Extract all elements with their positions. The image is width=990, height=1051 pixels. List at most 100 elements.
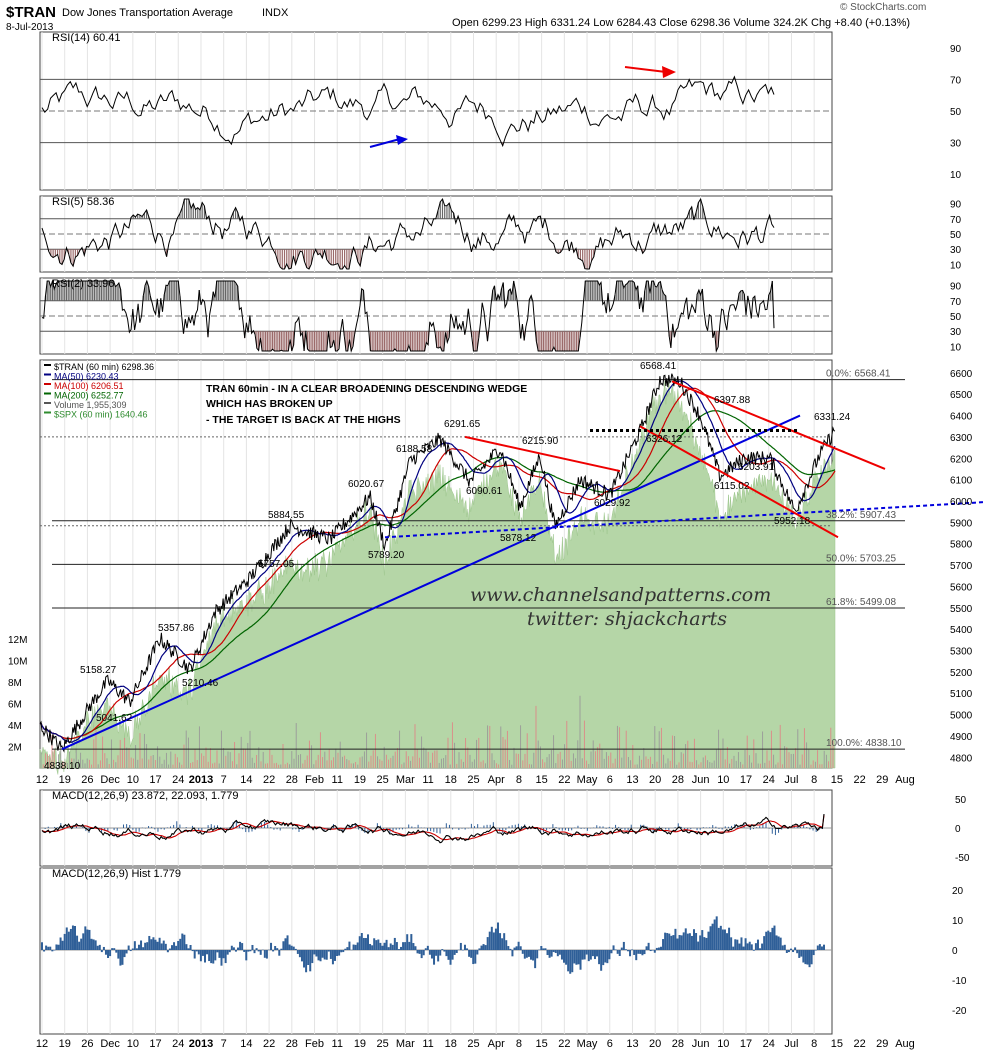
- price-y-tick: 5700: [950, 561, 973, 572]
- x-tick-label-top: 28: [286, 774, 298, 786]
- fib-levels: 0.0%: 6568.41 38.2%: 5907.43 50.0%: 5703.2…: [40, 369, 905, 750]
- x-tick-label-bottom: 10: [717, 1038, 729, 1050]
- price-y-tick: 6100: [950, 476, 973, 487]
- price-y-tick: 5800: [950, 540, 973, 551]
- ma200-line: [39, 410, 836, 740]
- volume-y-tick: 2M: [8, 742, 22, 753]
- copyright: © StockCharts.com: [840, 2, 926, 13]
- legend-entry: MA(200) 6252.77: [54, 391, 124, 401]
- x-tick-label-bottom: 22: [558, 1038, 570, 1050]
- x-tick-label-bottom: Dec: [100, 1038, 120, 1050]
- fib-level-label: 100.0%: 4838.10: [826, 738, 902, 749]
- x-tick-label-bottom: 19: [354, 1038, 366, 1050]
- fib-level-label: 50.0%: 5703.25: [826, 553, 896, 564]
- x-tick-label-bottom: 24: [763, 1038, 775, 1050]
- legend-entry: MA(50) 6230.43: [54, 372, 119, 382]
- index-name: Dow Jones Transportation Average: [62, 7, 233, 19]
- analyst-annotation: TRAN 60min - IN A CLEAR BROADENING DESCE…: [206, 383, 527, 426]
- panel-frame-hist: [39, 867, 833, 1035]
- rsi14-y-tick: 10: [950, 170, 962, 181]
- hist-y-tick: 20: [952, 886, 964, 897]
- x-tick-label-top: Jul: [784, 774, 798, 786]
- price-y-tick: 5200: [950, 668, 973, 679]
- x-tick-label-bottom: Aug: [895, 1038, 915, 1050]
- x-tick-label-top: 8: [811, 774, 817, 786]
- price-point-label: 5878.12: [500, 533, 537, 544]
- x-tick-label-top: May: [577, 774, 598, 786]
- legend-swatch: [44, 383, 51, 385]
- x-tick-label-bottom: Apr: [488, 1038, 505, 1050]
- legend-entry: $SPX (60 min) 1640.46: [54, 410, 148, 420]
- macd-line: [41, 813, 825, 844]
- price-point-label: 5952.18: [774, 516, 811, 527]
- x-tick-label-top: 10: [127, 774, 139, 786]
- rsi2-y-tick: 50: [950, 312, 962, 323]
- rsi5-y-tick: 90: [950, 200, 962, 211]
- price-point-label: 6291.65: [444, 419, 481, 430]
- x-tick-label-top: 11: [422, 774, 433, 786]
- x-tick-label-top: 19: [354, 774, 366, 786]
- hist-y-tick: -20: [952, 1006, 967, 1017]
- x-tick-label-top: 8: [516, 774, 522, 786]
- x-tick-label-bottom: 28: [672, 1038, 684, 1050]
- legend-entry: $TRAN (60 min) 6298.36: [54, 362, 154, 372]
- price-y-tick: 5100: [950, 689, 973, 700]
- rsi14-divergence-arrow-red: [624, 66, 667, 73]
- price-y-tick: 5900: [950, 518, 973, 529]
- x-tick-label-bottom: 28: [286, 1038, 298, 1050]
- x-tick-label-top: 25: [467, 774, 479, 786]
- rsi14-label: RSI(14) 60.41: [52, 32, 120, 44]
- legend-swatch: [44, 373, 51, 376]
- rsi2-y-tick: 10: [950, 342, 962, 353]
- price-point-label: 6020.67: [348, 479, 385, 490]
- fib-level-label: 0.0%: 6568.41: [826, 369, 891, 380]
- watermark-twitter: twitter: shjackcharts: [527, 608, 727, 630]
- price-point-label: 5158.27: [80, 665, 117, 676]
- rsi14-arrow-head-blue: [396, 135, 408, 145]
- x-tick-label-top: 14: [240, 774, 252, 786]
- x-tick-label-top: 22: [263, 774, 275, 786]
- x-tick-label-top: 22: [558, 774, 570, 786]
- rsi2-y-tick: 90: [950, 282, 962, 293]
- x-tick-label-top: 20: [649, 774, 661, 786]
- x-tick-label-top: 22: [853, 774, 865, 786]
- support-line-blue-dashed: [384, 501, 986, 539]
- x-tick-label-bottom: 22: [853, 1038, 865, 1050]
- price-y-tick: 6200: [950, 454, 973, 465]
- rsi5-label: RSI(5) 58.36: [52, 196, 114, 208]
- panel-labels: RSI(14) 60.41 RSI(5) 58.36 RSI(2) 33.96 …: [52, 32, 239, 880]
- rsi14-arrow-head-red: [662, 66, 676, 78]
- x-tick-label-bottom: 2013: [189, 1038, 213, 1050]
- volume-bars: [40, 695, 834, 768]
- hist-y-tick: 0: [952, 946, 958, 957]
- price-line: [39, 373, 836, 753]
- wedge-lower-line-red: [639, 425, 839, 539]
- x-tick-label-top: 17: [740, 774, 752, 786]
- price-point-labels: 4838.10 5041.62 5158.27 5210.46 5357.86 5757.…: [44, 361, 851, 772]
- rsi2-line: [41, 279, 775, 353]
- x-tick-label-bottom: 15: [831, 1038, 843, 1050]
- x-tick-label-top: 25: [377, 774, 389, 786]
- x-tick-label-bottom: May: [577, 1038, 598, 1050]
- legend-swatch: [44, 411, 51, 414]
- volume-y-tick: 10M: [8, 656, 27, 667]
- volume-y-tick: 12M: [8, 635, 27, 646]
- rsi14-line: [41, 75, 775, 148]
- rsi2-y-tick: 30: [950, 327, 962, 338]
- ma100-line: [39, 387, 836, 740]
- x-tick-label-top: 11: [332, 774, 343, 786]
- x-tick-label-bottom: 11: [422, 1038, 433, 1050]
- symbol: $TRAN: [6, 4, 56, 21]
- rsi5-y-tick: 70: [950, 215, 962, 226]
- wedge-upper-line-red: [671, 380, 886, 470]
- macd-hist-label: MACD(12,26,9) Hist 1.779: [52, 868, 181, 880]
- price-point-label: 5041.62: [96, 713, 133, 724]
- price-point-label: 5884.55: [268, 510, 305, 521]
- price-point-label: 6397.88: [714, 395, 751, 406]
- rsi5-y-tick: 50: [950, 230, 962, 241]
- y-axis-labels: 1030507090103050709010305070904800490050…: [8, 44, 973, 1017]
- x-tick-label-bottom: 11: [332, 1038, 343, 1050]
- price-y-tick: 4800: [950, 753, 973, 764]
- price-y-tick: 6300: [950, 433, 973, 444]
- price-point-label: 6029.92: [594, 498, 631, 509]
